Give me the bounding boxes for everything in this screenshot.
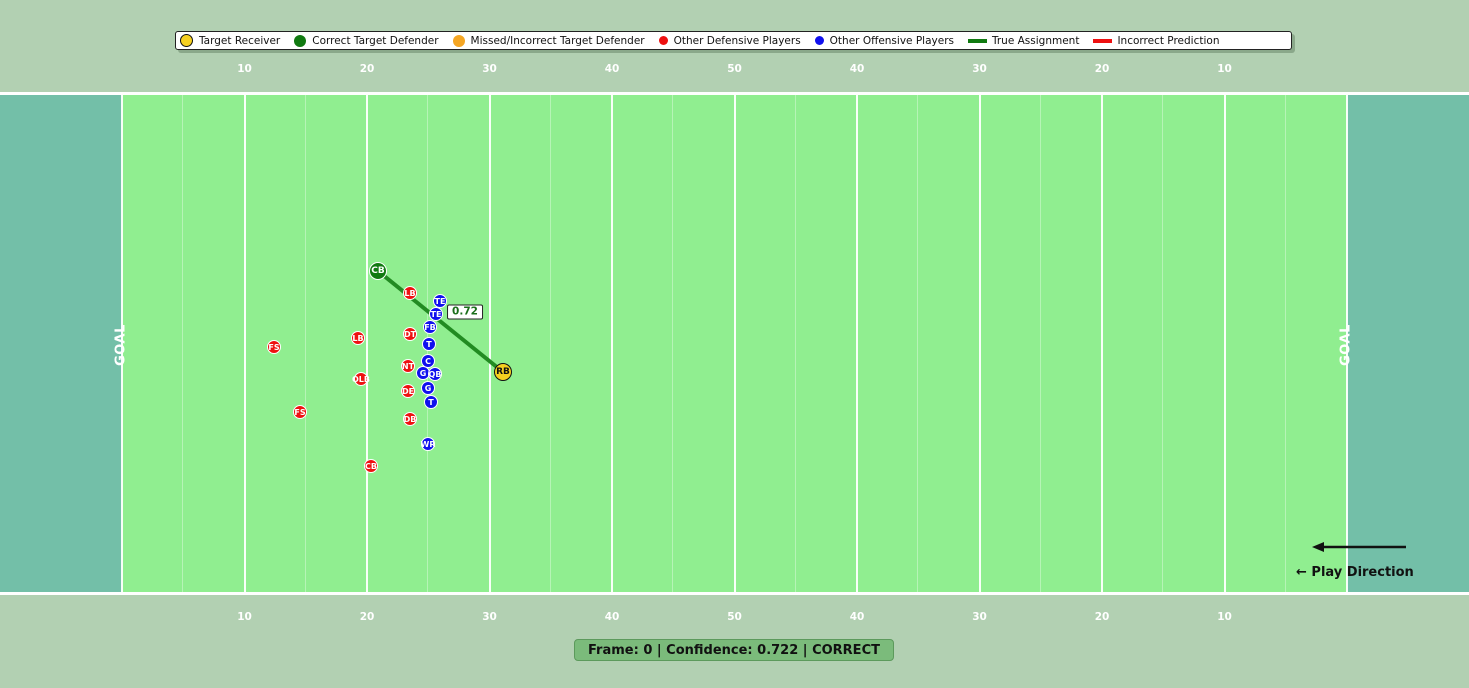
yard-line (611, 95, 613, 592)
five-yard-line (1284, 95, 1286, 592)
legend-label: True Assignment (991, 34, 1080, 47)
five-yard-line (304, 95, 306, 592)
yard-number: 30 (482, 611, 497, 623)
yard-number: 40 (849, 63, 865, 75)
yard-number: 50 (727, 611, 742, 623)
offensive-player-marker: QB (428, 367, 442, 381)
right-endzone (1347, 95, 1469, 592)
yard-number: 30 (972, 63, 987, 75)
legend-dot-icon (180, 34, 193, 47)
play-direction-arrow-icon (1312, 542, 1406, 552)
offensive-player-marker: TE (429, 307, 443, 321)
yard-number: 40 (604, 63, 620, 75)
defensive-player-marker: DT (403, 327, 417, 341)
legend: Target Receiver Correct Target Defender Mi… (175, 31, 1292, 50)
yard-line (243, 95, 246, 592)
yard-line (733, 95, 736, 592)
offensive-player-marker: T (422, 337, 436, 351)
football-field: GOAL GOAL (0, 92, 1469, 595)
defensive-player-marker: DB (403, 412, 417, 426)
five-yard-line (917, 95, 919, 592)
yard-number: 40 (604, 611, 620, 623)
defensive-player-marker: DE (401, 384, 415, 398)
offensive-player-marker: G (416, 366, 430, 380)
legend-label: Other Defensive Players (673, 34, 801, 47)
legend-label: Missed/Incorrect Target Defender (470, 34, 645, 47)
status-bar: Frame: 0 | Confidence: 0.722 | CORRECT (574, 639, 894, 661)
five-yard-line (549, 95, 551, 592)
yard-number: 10 (237, 63, 252, 75)
yard-number: 10 (1217, 611, 1232, 623)
legend-label: Other Offensive Players (829, 34, 954, 47)
yard-number: 40 (849, 611, 865, 623)
legend-item: Target Receiver (180, 34, 280, 47)
legend-line-icon (1093, 38, 1113, 43)
offensive-player-marker: FB (423, 320, 437, 334)
true-assignment-line (376, 269, 505, 374)
left-endzone (0, 95, 122, 592)
yard-number: 10 (237, 611, 252, 623)
yard-line (121, 95, 123, 592)
yard-line (366, 95, 368, 592)
legend-dot-icon (452, 34, 465, 47)
yard-number: 20 (1094, 611, 1110, 623)
legend-dot-icon (814, 36, 824, 45)
yard-number: 20 (359, 63, 375, 75)
legend-item: Correct Target Defender (294, 34, 439, 47)
yard-number: 20 (359, 611, 375, 623)
legend-item: Missed/Incorrect Target Defender (452, 34, 645, 47)
legend-dot-icon (658, 36, 668, 45)
legend-item: Other Offensive Players (814, 34, 954, 47)
defensive-player-marker: CB (364, 459, 378, 473)
offensive-player-marker: G (421, 381, 435, 395)
offensive-player-marker: WR (421, 437, 436, 451)
legend-line-icon (967, 38, 987, 43)
yard-line (856, 95, 858, 592)
legend-dot-icon (294, 34, 307, 47)
legend-label: Target Receiver (199, 34, 281, 47)
target-receiver-marker: RB (494, 363, 512, 381)
defensive-player-marker: FS (267, 340, 281, 354)
yard-line (488, 95, 491, 592)
defensive-player-marker: LB (403, 286, 417, 300)
five-yard-line (794, 95, 796, 592)
defensive-player-marker: LB (351, 331, 365, 345)
yard-number: 30 (972, 611, 987, 623)
yard-line (1223, 95, 1226, 592)
five-yard-line (182, 95, 184, 592)
defensive-player-marker: OLB (352, 372, 370, 386)
legend-label: Incorrect Prediction (1117, 34, 1220, 47)
defensive-player-marker: FS (293, 405, 307, 419)
legend-item: Other Defensive Players (658, 34, 801, 47)
yard-number: 20 (1094, 63, 1110, 75)
legend-item: True Assignment (967, 34, 1080, 47)
five-yard-line (1162, 95, 1164, 592)
defensive-player-marker: NT (401, 359, 415, 373)
play-direction-label: ← Play Direction (1296, 565, 1414, 580)
yard-number: 50 (727, 63, 742, 75)
yard-number: 10 (1217, 63, 1232, 75)
legend-label: Correct Target Defender (312, 34, 439, 47)
yard-number: 30 (482, 63, 497, 75)
yard-line (978, 95, 981, 592)
yard-line (1101, 95, 1103, 592)
target-defender-marker: CB (369, 262, 387, 280)
five-yard-line (672, 95, 674, 592)
offensive-player-marker: TE (433, 294, 447, 308)
five-yard-line (1039, 95, 1041, 592)
yard-line (1346, 95, 1348, 592)
assignment-confidence-label: 0.72 (447, 304, 483, 320)
legend-item: Incorrect Prediction (1093, 35, 1219, 47)
offensive-player-marker: T (424, 395, 438, 409)
